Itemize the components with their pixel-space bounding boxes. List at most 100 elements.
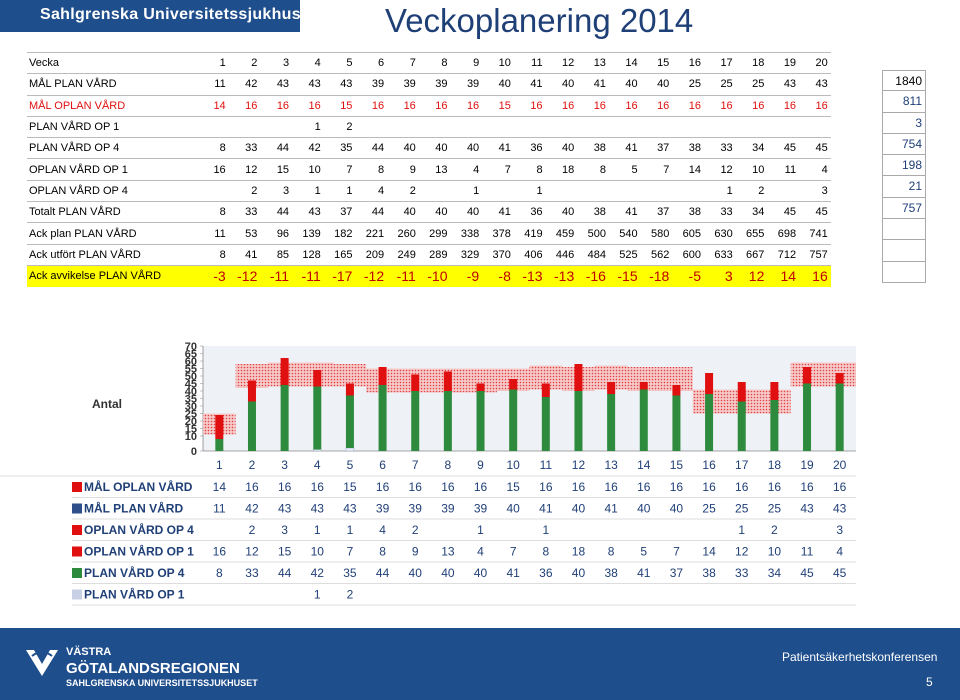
x-tick-label: 15 xyxy=(670,458,684,472)
table-cell: 165 xyxy=(334,248,353,261)
legend-row-cell: 39 xyxy=(474,502,488,516)
table-cell: 16 xyxy=(593,99,606,112)
legend-row-cell: 38 xyxy=(604,566,618,580)
legend-row-label: PLAN VÅRD OP 4 xyxy=(84,565,185,580)
table-cell: 406 xyxy=(524,248,543,261)
table-cell: 34 xyxy=(752,206,765,219)
y-tick-label: 10 xyxy=(185,431,197,443)
table-cell: 221 xyxy=(365,227,385,240)
table-cell: 8 xyxy=(599,163,606,176)
week-header-cell: 10 xyxy=(498,57,511,70)
legend-row-cell: 16 xyxy=(735,480,749,494)
table-cell: -5 xyxy=(672,265,704,287)
bar-segment xyxy=(443,391,452,451)
legend-row-cell: 37 xyxy=(670,566,684,580)
table-cell: 16 xyxy=(213,163,226,176)
legend-row-cell: 16 xyxy=(702,480,716,494)
table-cell: 3 xyxy=(704,265,736,287)
legend-row-label: OPLAN VÅRD OP 4 xyxy=(84,522,194,537)
table-cell: 15 xyxy=(498,99,511,112)
bar-segment xyxy=(378,385,387,451)
table-cell: 45 xyxy=(783,206,797,219)
legend-row-cell: 34 xyxy=(768,566,782,580)
legend-row-cell: 4 xyxy=(477,545,484,559)
table-header-row: Vecka 1 2 3 4 5 6 7 8 9 10 11 12 13 14 15 16 17 18 19 20 xyxy=(27,52,831,74)
table-cell xyxy=(641,180,673,201)
legend-row-cell: 45 xyxy=(833,566,847,580)
week-header-cell: 9 xyxy=(473,57,480,70)
legend-row-cell: 16 xyxy=(278,480,292,494)
legend-row-cell: 1 xyxy=(314,588,321,602)
table-cell: 14 xyxy=(688,163,701,176)
week-header-cell: 7 xyxy=(409,57,416,70)
table-cell: 42 xyxy=(308,142,321,155)
table-cell: 1 xyxy=(726,184,733,197)
legend-row-cell: 16 xyxy=(768,480,782,494)
table-cell: 40 xyxy=(562,206,575,219)
bar-segment xyxy=(280,362,289,385)
table-cell xyxy=(482,180,514,201)
legend-row-cell: 40 xyxy=(409,566,423,580)
legend-row-cell: 44 xyxy=(376,566,390,580)
legend-row-cell: 16 xyxy=(213,545,227,559)
table-cell xyxy=(197,116,229,137)
page-title: Veckoplanering 2014 xyxy=(385,2,694,39)
table-cell: 36 xyxy=(530,206,543,219)
table-cell: 4 xyxy=(821,163,828,176)
table-cell: 16 xyxy=(403,99,416,112)
bar-segment xyxy=(215,439,224,451)
y-tick-label: 50 xyxy=(185,371,197,383)
table-row: MÅL OPLAN VÅRD 14 16 16 16 15 16 16 16 16 15 16 16 16… xyxy=(27,95,831,116)
table-cell: 38 xyxy=(688,206,701,219)
table-cell: 44 xyxy=(276,142,290,155)
x-tick-label: 12 xyxy=(572,458,586,472)
table-cell: 484 xyxy=(587,248,606,261)
table-cell: 630 xyxy=(714,227,733,240)
bar-segment xyxy=(835,383,844,451)
bar-segment xyxy=(215,415,224,439)
table-cell: -11 xyxy=(292,265,324,287)
legend-row-cell: 7 xyxy=(347,545,354,559)
x-tick-label: 14 xyxy=(637,458,651,472)
row-label: OPLAN VÅRD OP 1 xyxy=(29,163,128,176)
bar-segment xyxy=(541,383,550,385)
table-cell: 16 xyxy=(799,265,831,287)
bar-segment xyxy=(313,449,322,452)
header-org-name: Sahlgrenska Universitetssjukhuset xyxy=(40,6,316,23)
region-logo-icon xyxy=(26,650,58,676)
table-cell: 4 xyxy=(378,184,385,197)
table-cell xyxy=(546,116,578,137)
y-tick-label: 35 xyxy=(185,394,197,406)
x-tick-label: 18 xyxy=(768,458,782,472)
x-tick-label: 9 xyxy=(477,458,484,472)
y-axis-label: Antal xyxy=(92,397,122,411)
table-cell: 3 xyxy=(282,184,290,197)
table-cell: 16 xyxy=(752,99,765,112)
side-total-cell: 3 xyxy=(882,112,926,134)
legend-row-cell: 4 xyxy=(379,523,386,537)
row-label: MÅL PLAN VÅRD xyxy=(29,78,117,91)
table-cell: 39 xyxy=(466,78,480,91)
table-cell: 10 xyxy=(308,163,321,176)
table-cell: 40 xyxy=(435,142,448,155)
table-cell: 16 xyxy=(276,99,290,112)
x-tick-label: 10 xyxy=(506,458,520,472)
table-cell: 600 xyxy=(682,248,701,261)
legend-row-cell: 11 xyxy=(213,502,226,516)
bar-segment xyxy=(313,386,322,450)
table-cell: 43 xyxy=(276,78,290,91)
y-tick-label: 45 xyxy=(185,379,197,391)
table-row: PLAN VÅRD OP 1 1 2 xyxy=(27,116,831,137)
row-label: OPLAN VÅRD OP 4 xyxy=(29,184,128,197)
legend-row-cell: 7 xyxy=(673,545,680,559)
row-label: Totalt PLAN VÅRD xyxy=(29,206,121,219)
table-cell xyxy=(672,116,704,137)
y-tick-label: 70 xyxy=(185,341,197,353)
table-cell: 15 xyxy=(340,99,353,112)
legend-row-cell: 1 xyxy=(738,523,745,537)
table-cell: 85 xyxy=(276,248,290,261)
table-cell: 8 xyxy=(536,163,543,176)
table-cell: 260 xyxy=(397,227,416,240)
table-cell: 5 xyxy=(631,163,638,176)
legend-row-cell: 15 xyxy=(343,480,357,494)
